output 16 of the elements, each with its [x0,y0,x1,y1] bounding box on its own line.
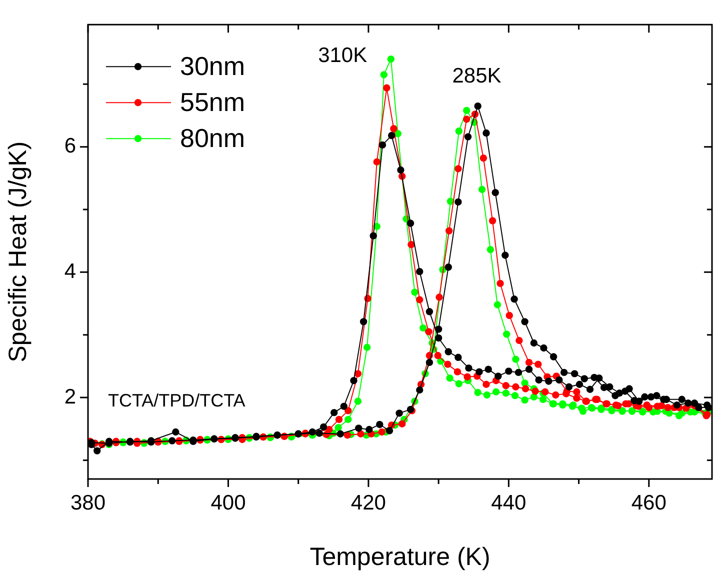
legend-label: 80nm [180,122,246,153]
annotation: 285K [452,64,502,88]
y-tick-label: 6 [64,134,76,158]
x-tick-label: 400 [210,491,246,514]
x-tick-label: 460 [631,491,666,514]
x-tick-label: 380 [70,491,106,514]
x-tick-label: 420 [350,491,386,514]
y-tick-label: 2 [64,385,76,408]
annotation: 310K [318,44,368,68]
legend-label: 55nm [180,86,246,117]
x-tick-label: 440 [491,491,526,514]
x-axis-title: Temperature (K) [310,542,490,571]
y-axis-title: Specific Heat (J/gK) [4,141,32,362]
y-tick-label: 4 [64,260,76,283]
annotation: TCTA/TPD/TCTA [108,390,246,411]
legend-label: 30nm [180,50,246,81]
